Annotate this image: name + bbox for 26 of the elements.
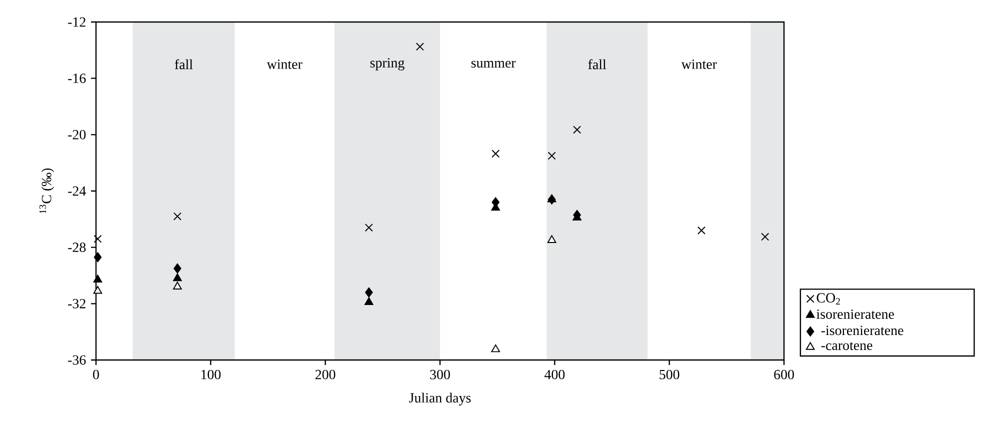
annotation: summer (471, 60, 516, 68)
band-label: spring (370, 58, 404, 70)
y-tick-label: -36 (68, 355, 86, 365)
y-tick-label: -28 (68, 242, 86, 252)
y-tick-label: -16 (68, 74, 86, 84)
legend-label: -isorenieratene (821, 326, 904, 336)
legend-label: isorenieratene (816, 309, 894, 319)
x-axis-title: Julian days (409, 392, 471, 406)
legend-label: CO$_{2}$ (816, 293, 840, 305)
x-tick-label: 0 (93, 370, 99, 380)
y-tick-label: -24 (68, 186, 86, 196)
x-tick-label: 100 (201, 370, 221, 380)
y-tick-label: -12 (68, 17, 86, 27)
annotation: winter (266, 60, 302, 69)
band-label: fall (588, 59, 606, 70)
x-tick-label: 400 (544, 370, 565, 380)
y-axis-title: $^{13}$C (‰) (39, 168, 54, 214)
annotation: winter (681, 60, 717, 69)
y-tick-label: -32 (68, 298, 86, 308)
x-tick-label: 600 (774, 370, 794, 380)
y-tick-label: -20 (68, 130, 86, 140)
x-tick-label: 500 (660, 370, 680, 380)
legend-label: -carotene (821, 342, 872, 350)
x-tick-label: 300 (430, 370, 450, 380)
band-label: fall (174, 59, 193, 70)
x-tick-label: 200 (315, 370, 336, 380)
